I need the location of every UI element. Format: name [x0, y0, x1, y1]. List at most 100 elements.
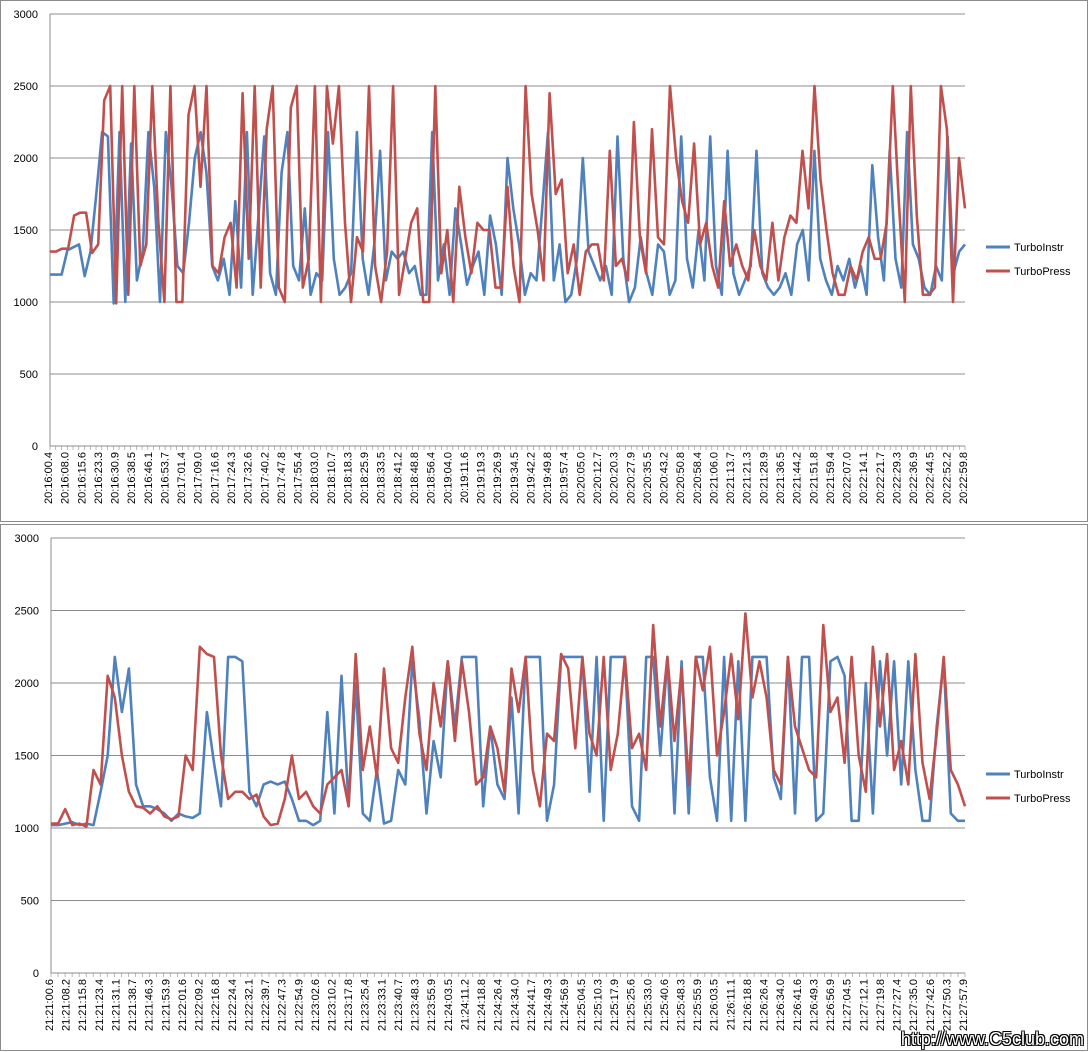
x-tick-label: 21:24:34.0	[509, 979, 521, 1031]
x-tick-label: 20:22:59.8	[958, 452, 970, 504]
x-tick-label: 21:25:40.6	[659, 979, 671, 1031]
y-tick-label: 500	[20, 369, 38, 381]
x-tick-label: 20:20:43.2	[659, 452, 671, 504]
x-tick-label: 20:18:03.0	[309, 452, 321, 504]
x-tick-label: 20:21:44.2	[792, 452, 804, 504]
x-tick-label: 20:17:01.4	[176, 452, 188, 504]
x-tick-label: 21:26:11.1	[725, 979, 737, 1030]
x-tick-label: 20:22:44.5	[925, 452, 937, 504]
x-tick-label: 20:16:30.9	[110, 452, 122, 504]
x-tick-label: 20:21:51.8	[808, 452, 820, 504]
x-tick-label: 20:16:00.4	[43, 452, 55, 504]
x-tick-label: 20:20:27.9	[625, 452, 637, 504]
x-tick-label: 20:19:04.0	[442, 452, 454, 504]
x-tick-label: 21:26:18.8	[742, 979, 754, 1031]
x-tick-label: 21:23:17.8	[343, 979, 355, 1031]
x-tick-label: 20:18:10.7	[326, 452, 338, 504]
x-tick-label: 21:23:40.7	[393, 979, 405, 1031]
watermark-text: http://www.C5club.com	[900, 1029, 1084, 1049]
x-tick-label: 21:22:39.7	[260, 979, 272, 1031]
x-tick-label: 20:18:25.9	[359, 452, 371, 504]
x-tick-label: 21:22:54.9	[293, 979, 305, 1031]
legend-label-press: TurboPress	[1014, 266, 1071, 278]
x-tick-label: 21:24:11.2	[459, 979, 471, 1030]
x-tick-label: 20:17:47.8	[276, 452, 288, 504]
x-tick-label: 21:27:12.1	[858, 979, 870, 1031]
x-tick-label: 20:22:07.0	[842, 452, 854, 504]
x-tick-label: 20:20:50.8	[675, 452, 687, 504]
x-tick-label: 20:20:35.5	[642, 452, 654, 504]
x-tick-label: 21:23:02.6	[310, 979, 322, 1031]
x-tick-label: 20:16:46.1	[143, 452, 155, 504]
x-tick-label: 21:23:55.9	[426, 979, 438, 1031]
x-tick-label: 21:22:01.6	[177, 979, 189, 1031]
x-tick-label: 20:21:13.7	[725, 452, 737, 504]
x-tick-label: 21:24:03.5	[443, 979, 455, 1031]
x-tick-label: 20:21:59.4	[825, 452, 837, 504]
x-tick-label: 21:22:32.1	[243, 979, 255, 1031]
x-tick-label: 21:27:27.4	[892, 979, 904, 1031]
x-tick-label: 21:27:42.6	[925, 979, 937, 1031]
x-tick-label: 20:17:09.0	[193, 452, 205, 504]
legend-label-press: TurboPress	[1014, 793, 1071, 805]
x-tick-label: 21:22:16.8	[210, 979, 222, 1031]
x-tick-label: 20:16:38.5	[126, 452, 138, 504]
x-tick-label: 20:19:34.5	[509, 452, 521, 504]
x-tick-label: 20:22:29.3	[891, 452, 903, 504]
y-tick-label: 0	[33, 968, 39, 980]
y-tick-label: 1500	[14, 225, 38, 237]
y-tick-label: 2500	[14, 81, 38, 93]
x-tick-label: 21:25:33.0	[642, 979, 654, 1031]
x-tick-label: 20:20:05.0	[575, 452, 587, 504]
x-tick-label: 20:21:21.3	[742, 452, 754, 504]
x-tick-label: 21:24:56.9	[559, 979, 571, 1031]
x-tick-label: 20:19:57.4	[559, 452, 571, 504]
x-tick-label: 20:16:23.3	[93, 452, 105, 504]
x-tick-label: 21:21:08.2	[61, 979, 73, 1031]
x-tick-label: 20:17:40.2	[259, 452, 271, 504]
x-tick-label: 21:24:41.7	[526, 979, 538, 1031]
legend-label-instr: TurboInstr	[1014, 242, 1064, 254]
x-tick-label: 20:20:20.3	[609, 452, 621, 504]
y-tick-label: 2000	[15, 678, 39, 690]
top-chart-panel: 0 500 1000 1500 2000 2500 3000 20:16:00.4 20:16:…	[0, 0, 1088, 522]
x-tick-label: 20:19:49.8	[542, 452, 554, 504]
x-tick-label: 20:19:42.2	[525, 452, 537, 504]
x-tick-label: 21:21:00.6	[44, 979, 56, 1031]
x-tick-label: 20:19:26.9	[492, 452, 504, 504]
x-tick-label: 21:23:10.2	[327, 979, 339, 1031]
x-tick-label: 20:18:33.5	[376, 452, 388, 504]
x-tick-label: 21:26:34.0	[775, 979, 787, 1031]
x-tick-label: 20:20:12.7	[592, 452, 604, 504]
x-tick-label: 21:25:04.5	[576, 979, 588, 1031]
x-tick-label: 20:21:36.5	[775, 452, 787, 504]
x-tick-label: 21:25:17.9	[609, 979, 621, 1031]
x-tick-label: 21:23:48.3	[410, 979, 422, 1031]
x-tick-label: 20:22:36.9	[908, 452, 920, 504]
x-tick-label: 21:27:35.0	[908, 979, 920, 1031]
x-tick-label: 20:21:28.9	[758, 452, 770, 504]
series-line-press	[50, 84, 967, 305]
x-tick-label: 20:18:56.4	[426, 452, 438, 504]
top-chart: 0 500 1000 1500 2000 2500 3000 20:16:00.4 20:16:…	[14, 9, 1071, 504]
y-tick-label: 1000	[15, 823, 39, 835]
x-tick-label: 20:18:48.8	[409, 452, 421, 504]
x-tick-label: 21:26:26.4	[759, 979, 771, 1031]
x-tick-label: 20:17:24.3	[226, 452, 238, 504]
x-tick-label: 21:25:25.6	[626, 979, 638, 1031]
x-tick-label: 21:21:23.4	[94, 979, 106, 1031]
x-tick-label: 20:16:08.0	[60, 452, 72, 504]
x-tick-label: 20:16:53.7	[159, 452, 171, 504]
x-tick-label: 20:19:19.3	[476, 452, 488, 504]
x-tick-label: 21:24:18.8	[476, 979, 488, 1031]
x-tick-label: 21:26:41.6	[792, 979, 804, 1031]
x-tick-label: 20:22:14.1	[858, 452, 870, 504]
y-tick-label: 1000	[14, 297, 38, 309]
x-tick-label: 21:26:03.5	[709, 979, 721, 1031]
x-tick-label: 20:17:55.4	[293, 452, 305, 504]
x-tick-label: 20:16:15.6	[76, 452, 88, 504]
x-tick-label: 20:22:52.2	[941, 452, 953, 504]
y-tick-label: 3000	[14, 9, 38, 21]
y-tick-label: 0	[32, 441, 38, 453]
x-tick-label: 21:26:49.3	[808, 979, 820, 1031]
